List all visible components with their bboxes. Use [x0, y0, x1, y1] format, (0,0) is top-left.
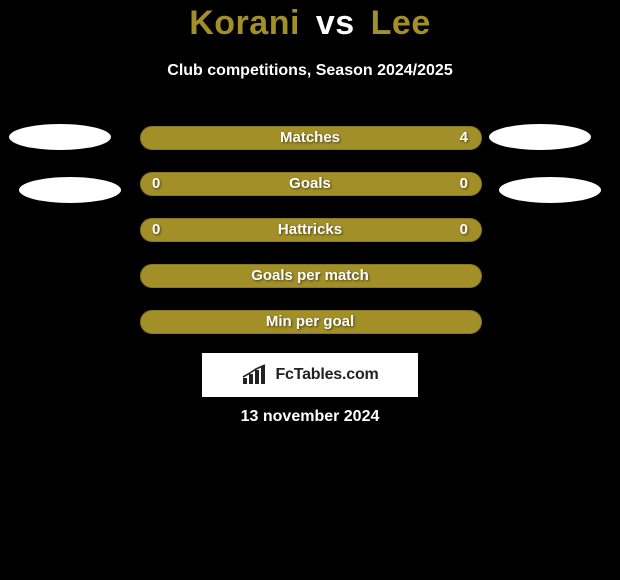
stat-value-left: 0: [152, 218, 160, 242]
stat-row: Matches 4: [0, 126, 620, 172]
stat-value-left: 0: [152, 172, 160, 196]
stat-row: Goals per match: [0, 264, 620, 310]
brand-text: FcTables.com: [275, 366, 378, 384]
stat-value-right: 0: [460, 218, 468, 242]
stat-value-right: 0: [460, 172, 468, 196]
stat-row: 0 Goals 0: [0, 172, 620, 218]
stat-value-right: 4: [460, 126, 468, 150]
stat-pill: [140, 126, 482, 150]
title-player2: Lee: [371, 4, 431, 42]
bar-chart-icon: [241, 364, 269, 386]
page-title: Korani vs Lee: [0, 4, 620, 43]
subtitle: Club competitions, Season 2024/2025: [0, 62, 620, 80]
brand-box: FcTables.com: [202, 353, 418, 397]
stat-row: 0 Hattricks 0: [0, 218, 620, 264]
canvas: Korani vs Lee Club competitions, Season …: [0, 0, 620, 580]
stat-pill: [140, 218, 482, 242]
title-vs: vs: [316, 4, 355, 42]
stat-pill: [140, 172, 482, 196]
title-player1: Korani: [189, 4, 300, 42]
stat-row: Min per goal: [0, 310, 620, 356]
stat-rows: Matches 4 0 Goals 0 0 Hattricks 0 Goals …: [0, 126, 620, 356]
date-label: 13 november 2024: [0, 408, 620, 426]
stat-pill: [140, 264, 482, 288]
stat-pill: [140, 310, 482, 334]
